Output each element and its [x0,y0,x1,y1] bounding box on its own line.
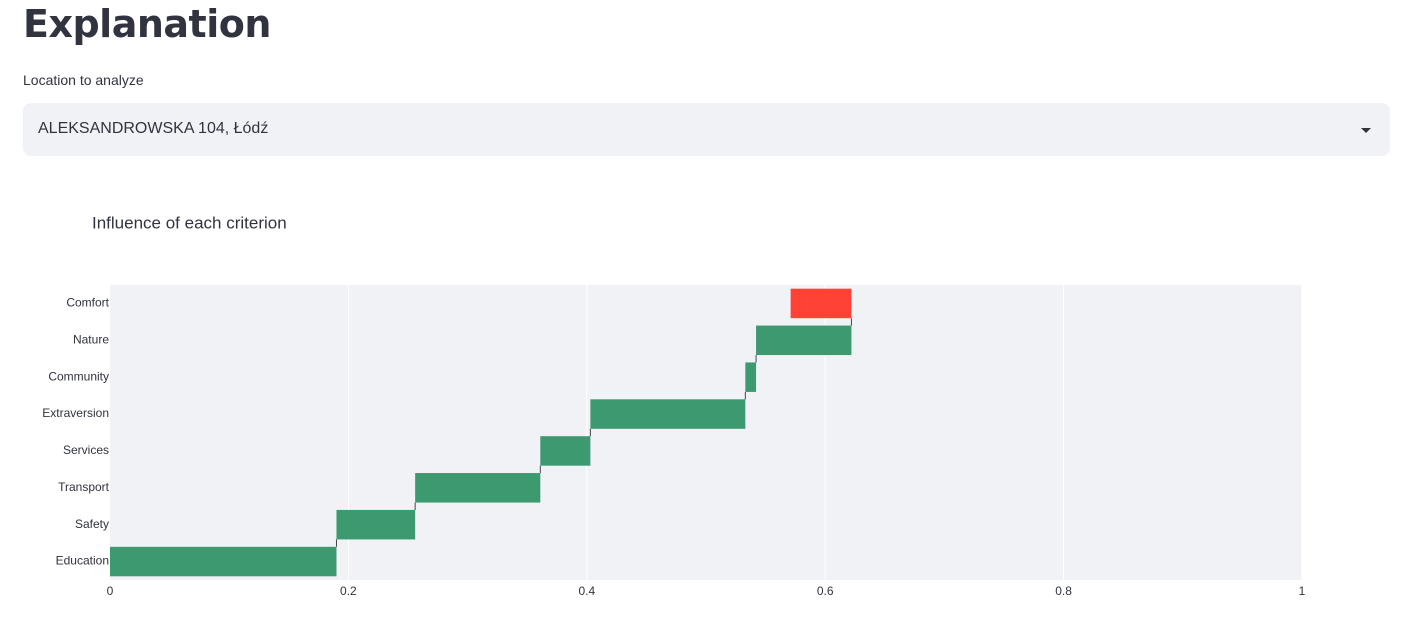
bar [540,436,591,466]
page-title: Explanation [23,2,271,46]
bar [790,288,852,319]
y-tick-label: Comfort [66,296,109,310]
plot-area [110,285,1302,580]
dropdown-caret[interactable] [1361,128,1371,133]
y-tick-label: Transport [58,480,110,494]
x-tick-label: 0.8 [1055,584,1072,598]
y-tick-label: Education [56,554,109,568]
x-tick-label: 0.2 [340,584,357,598]
bar [756,325,852,356]
x-tick-label: 0 [107,584,114,598]
x-tick-label: 1 [1299,584,1306,598]
y-tick-label: Safety [75,517,109,531]
chart: Influence of each criterion 0 0.2 0.4 0.6 0.… [42,213,1306,598]
x-tick-label: 0.4 [578,584,595,598]
location-select[interactable]: ALEKSANDROWSKA 104, Łódź [23,103,1390,156]
y-tick-label: Nature [73,332,109,346]
bar [415,473,541,503]
x-tick-label: 0.6 [817,584,834,598]
bar [745,362,757,392]
y-tick-label: Extraversion [42,406,109,420]
bar [110,546,337,577]
y-tick-label: Community [48,369,109,383]
select-label: Location to analyze [23,72,144,88]
select-value: ALEKSANDROWSKA 104, Łódź [38,120,269,137]
chart-title: Influence of each criterion [92,213,287,232]
y-tick-label: Services [63,443,109,457]
bar [590,399,746,429]
bar [336,509,416,540]
